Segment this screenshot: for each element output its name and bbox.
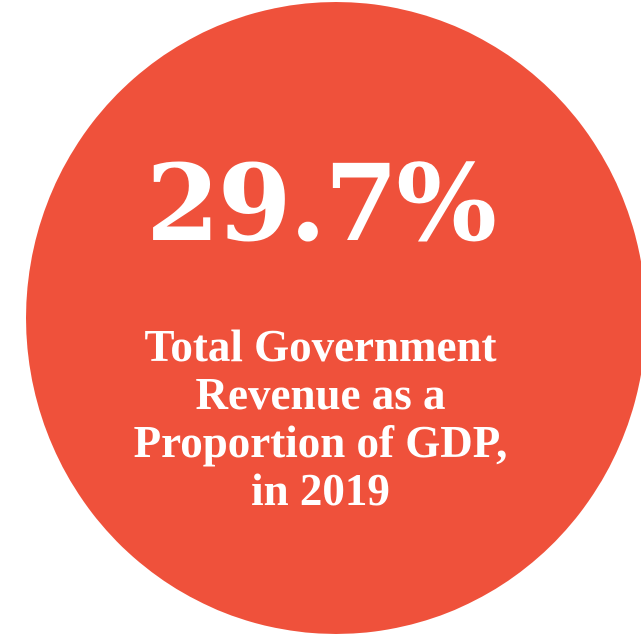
caption-line-4: in 2019	[251, 465, 390, 515]
stat-value: 29.7%	[146, 140, 497, 265]
stat-caption: Total Government Revenue as a Proportion…	[0, 322, 641, 514]
caption-line-3: Proportion of GDP,	[133, 417, 508, 467]
caption-line-2: Revenue as a	[195, 369, 446, 419]
caption-line-1: Total Government	[144, 321, 497, 371]
stat-circle	[26, 2, 641, 634]
